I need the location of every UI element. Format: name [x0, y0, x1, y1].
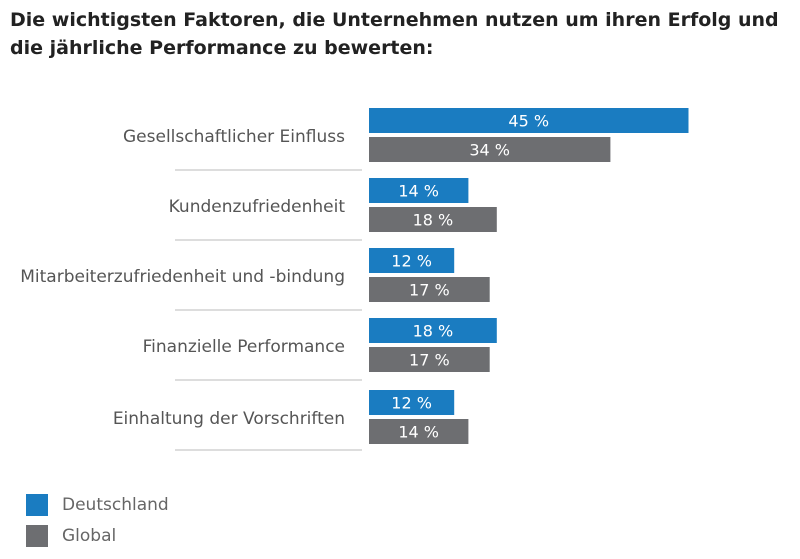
- bar-value-label: 34 %: [469, 141, 510, 160]
- legend-swatch-global: [26, 525, 48, 547]
- category-label: Mitarbeiterzufriedenheit und -bindung: [20, 267, 345, 287]
- bar-value-label: 17 %: [409, 281, 450, 300]
- bar-value-label: 14 %: [398, 182, 439, 201]
- category-label: Kundenzufriedenheit: [169, 197, 346, 217]
- bar-global: [369, 419, 469, 444]
- legend-label-global: Global: [62, 526, 117, 546]
- bar-deutschland: [369, 248, 455, 273]
- bar-chart: Gesellschaftlicher Einfluss 45 % 34 % Kunde…: [20, 108, 689, 451]
- chart-title: Die wichtigsten Faktoren, die Unternehme…: [10, 9, 779, 59]
- bar-global: [369, 347, 490, 372]
- legend-label-deutschland: Deutschland: [62, 495, 169, 515]
- bar-value-label: 17 %: [409, 351, 450, 370]
- bar-deutschland: [369, 178, 469, 203]
- bar-value-label: 18 %: [413, 322, 454, 341]
- bar-global: [369, 277, 490, 302]
- bar-deutschland: [369, 108, 689, 133]
- bar-global: [369, 207, 497, 232]
- bar-value-label: 18 %: [413, 211, 454, 230]
- legend-item-global: Global: [26, 524, 326, 548]
- bar-value-label: 14 %: [398, 423, 439, 442]
- bar-global: [369, 137, 611, 162]
- bar-value-label: 12 %: [391, 252, 432, 271]
- category-label: Finanzielle Performance: [143, 337, 345, 357]
- bar-value-label: 12 %: [391, 394, 432, 413]
- legend-item-deutschland: Deutschland: [26, 493, 326, 517]
- category-label: Gesellschaftlicher Einfluss: [123, 127, 345, 147]
- bar-deutschland: [369, 390, 455, 415]
- bar-deutschland: [369, 318, 497, 343]
- category-label: Einhaltung der Vorschriften: [113, 409, 345, 429]
- legend-swatch-deutschland: [26, 494, 48, 516]
- bar-value-label: 45 %: [508, 112, 549, 131]
